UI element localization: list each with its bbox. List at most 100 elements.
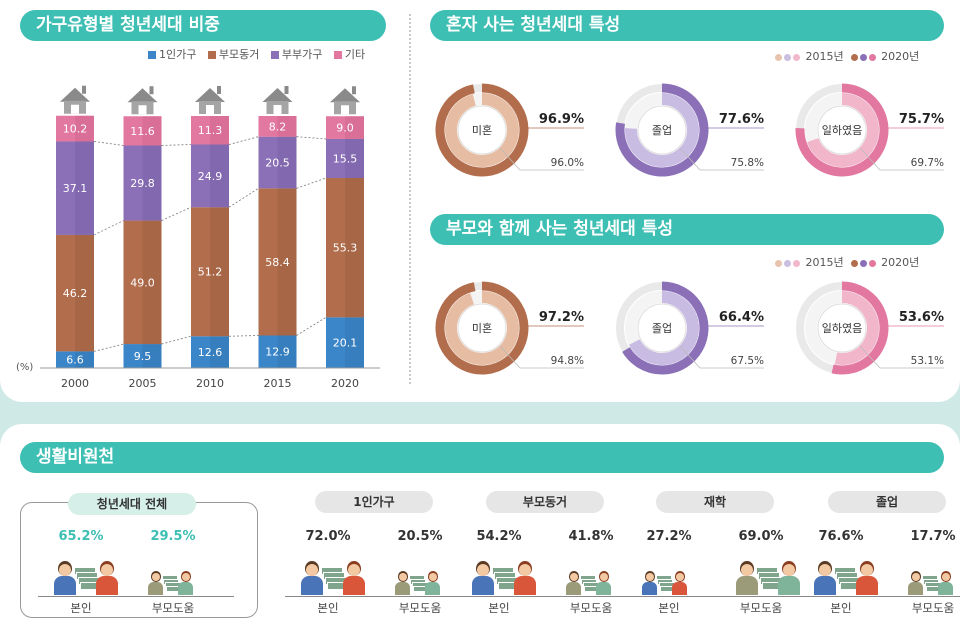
donut-2015-arc <box>807 93 879 167</box>
bar-value-label: 29.8 <box>130 177 155 190</box>
bar-segment <box>56 351 94 368</box>
bar-value-label: 51.2 <box>198 266 223 279</box>
bar-segment <box>56 115 94 142</box>
donut-2015-arc <box>625 93 699 167</box>
connector-line <box>93 343 124 352</box>
money-stack-icon <box>492 567 520 591</box>
self-label: 본인 <box>830 601 852 615</box>
parents-legend: 2015년 2020년 <box>775 254 919 270</box>
bar-segment <box>326 177 364 318</box>
alone-legend: 2015년 2020년 <box>775 48 919 64</box>
male-person-icon <box>472 561 494 595</box>
bar-shade <box>210 207 229 337</box>
bar-shade <box>345 177 364 318</box>
connector-line <box>228 187 259 208</box>
parents-value: 17.7% <box>910 529 956 544</box>
parents-title: 부모와 함께 사는 청년세대 특성 <box>430 214 944 245</box>
self-value: 54.2% <box>476 529 522 544</box>
donut-2015-arc <box>629 291 699 365</box>
value-2020: 77.6% <box>719 112 764 127</box>
bar-value-label: 15.5 <box>333 152 358 165</box>
male-person-icon <box>301 561 323 595</box>
alone-title: 혼자 사는 청년세대 특성 <box>430 10 944 41</box>
bar-shade <box>75 141 94 235</box>
house-icon <box>262 86 293 114</box>
group-baseline <box>798 596 960 597</box>
house-icon <box>330 86 360 115</box>
parents-label: 부모도움 <box>739 601 783 615</box>
self-label: 본인 <box>488 601 510 615</box>
connector-line <box>296 136 327 140</box>
donut-2020-arc <box>622 281 709 375</box>
bar-segment <box>191 116 229 145</box>
parents-legend-2015: 2015년 <box>805 256 844 269</box>
legend-single: 1인가구 <box>159 48 197 61</box>
male-person-icon <box>814 561 836 595</box>
female-person-icon <box>178 571 194 595</box>
bar-shade <box>142 145 162 221</box>
house-icon <box>127 86 158 115</box>
value-2015: 96.0% <box>551 157 584 169</box>
bar-value-label: 9.0 <box>336 122 354 135</box>
bar-segment <box>258 136 297 189</box>
bar-value-label: 46.2 <box>63 287 88 300</box>
self-value: 76.6% <box>818 529 864 544</box>
donut-label: 미혼 <box>472 322 492 335</box>
connector-line <box>161 335 192 345</box>
living-title: 생활비원천 <box>20 442 944 473</box>
bar-segment <box>258 188 297 336</box>
female-person-icon <box>425 571 441 595</box>
bar-shade <box>210 116 229 145</box>
bar-segment <box>326 138 364 178</box>
legend-swatch-parent <box>207 51 216 59</box>
male-person-icon <box>54 561 76 595</box>
self-value: 65.2% <box>58 529 104 544</box>
donut-2020-arc <box>435 83 529 177</box>
parents-value: 29.5% <box>150 529 196 544</box>
male-person-icon <box>566 571 582 595</box>
male-person-icon <box>148 571 164 595</box>
parents-value: 20.5% <box>397 529 443 544</box>
connector-line <box>93 141 124 146</box>
legend-couple: 부부가구 <box>281 48 323 61</box>
group-label: 재학 <box>656 491 774 513</box>
bar-legend: 1인가구 부모동거 부부가구 기타 <box>140 46 365 62</box>
bar-value-label: 20.1 <box>333 337 358 350</box>
connector-line <box>161 206 192 221</box>
value-2020: 96.9% <box>539 112 584 127</box>
female-person-icon <box>514 561 536 595</box>
male-person-icon <box>642 571 658 595</box>
connector-line <box>161 144 192 146</box>
bar-segment <box>191 207 229 337</box>
bar-value-label: 11.6 <box>130 125 155 138</box>
self-value: 27.2% <box>646 529 692 544</box>
bar-shade <box>345 116 364 139</box>
donut-center <box>457 303 507 353</box>
bar-segment <box>56 141 94 235</box>
parents-value: 41.8% <box>568 529 614 544</box>
pointer-line <box>499 345 584 369</box>
female-person-icon <box>96 561 118 595</box>
bar-shade <box>277 335 297 368</box>
bar-segment <box>258 116 297 137</box>
donut-label: 일하였음 <box>822 321 862 335</box>
bar-value-label: 12.6 <box>198 346 223 359</box>
value-2015: 67.5% <box>731 355 764 367</box>
donut-label: 일하였음 <box>822 123 862 137</box>
money-stack-icon <box>409 575 430 592</box>
bar-segment <box>326 116 364 139</box>
group-baseline <box>38 596 234 597</box>
household-bar-chart: 6.6 46.2 37.1 10.2 2000 9.5 49.0 29.8 11.6 2005 12… <box>16 85 380 390</box>
legend-swatch-couple <box>270 51 279 59</box>
female-person-icon <box>856 561 878 595</box>
x-tick-label: 2010 <box>196 377 224 390</box>
bar-shade <box>210 336 229 368</box>
bar-shade <box>75 234 94 352</box>
self-label: 본인 <box>317 601 339 615</box>
self-label: 본인 <box>658 601 680 615</box>
parents-label: 부모도움 <box>398 601 442 615</box>
donut-2020-arc <box>615 83 709 177</box>
donut-label: 졸업 <box>652 124 672 137</box>
self-label: 본인 <box>70 601 92 615</box>
female-person-icon <box>596 571 612 595</box>
